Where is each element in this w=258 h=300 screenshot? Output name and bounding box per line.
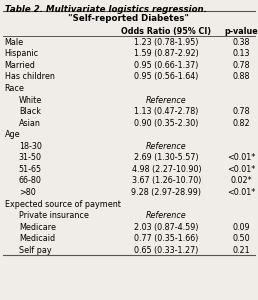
- Text: 51-65: 51-65: [19, 165, 42, 174]
- Text: 1.59 (0.87-2.92): 1.59 (0.87-2.92): [134, 50, 199, 58]
- Text: 2.69 (1.30-5.57): 2.69 (1.30-5.57): [134, 153, 199, 162]
- Text: Reference: Reference: [146, 96, 187, 105]
- Text: Male: Male: [5, 38, 24, 47]
- Text: White: White: [19, 96, 42, 105]
- Text: Private insurance: Private insurance: [19, 211, 89, 220]
- Text: 0.13: 0.13: [232, 50, 250, 58]
- Text: <0.01*: <0.01*: [227, 188, 255, 197]
- Text: Age: Age: [5, 130, 20, 139]
- Text: Table 2. Multivariate logistics regression.: Table 2. Multivariate logistics regressi…: [5, 5, 206, 14]
- Text: <0.01*: <0.01*: [227, 165, 255, 174]
- Text: 1.13 (0.47-2.78): 1.13 (0.47-2.78): [134, 107, 199, 116]
- Text: 0.78: 0.78: [232, 107, 250, 116]
- Text: Hispanic: Hispanic: [5, 50, 39, 58]
- Text: 0.95 (0.66-1.37): 0.95 (0.66-1.37): [134, 61, 199, 70]
- Text: p-value: p-value: [224, 26, 258, 35]
- Text: 1.23 (0.78-1.95): 1.23 (0.78-1.95): [134, 38, 199, 47]
- Text: Self pay: Self pay: [19, 246, 51, 255]
- Text: 3.67 (1.26-10.70): 3.67 (1.26-10.70): [132, 176, 201, 185]
- Text: Race: Race: [5, 84, 25, 93]
- Text: Black: Black: [19, 107, 41, 116]
- Text: 0.78: 0.78: [232, 61, 250, 70]
- Text: 31-50: 31-50: [19, 153, 42, 162]
- Text: Expected source of payment: Expected source of payment: [5, 200, 120, 208]
- Text: 0.65 (0.33-1.27): 0.65 (0.33-1.27): [134, 246, 199, 255]
- Text: 0.50: 0.50: [232, 234, 250, 243]
- Text: 9.28 (2.97-28.99): 9.28 (2.97-28.99): [131, 188, 201, 197]
- Text: Asian: Asian: [19, 119, 41, 128]
- Text: Reference: Reference: [146, 142, 187, 151]
- Text: 0.38: 0.38: [232, 38, 250, 47]
- Text: 0.95 (0.56-1.64): 0.95 (0.56-1.64): [134, 73, 199, 82]
- Text: 2.03 (0.87-4.59): 2.03 (0.87-4.59): [134, 223, 199, 232]
- Text: 0.90 (0.35-2.30): 0.90 (0.35-2.30): [134, 119, 199, 128]
- Text: >80: >80: [19, 188, 36, 197]
- Text: 0.21: 0.21: [232, 246, 250, 255]
- Text: 4.98 (2.27-10.90): 4.98 (2.27-10.90): [132, 165, 201, 174]
- Text: 0.82: 0.82: [232, 119, 250, 128]
- Text: 0.09: 0.09: [232, 223, 250, 232]
- Text: Odds Ratio (95% CI): Odds Ratio (95% CI): [121, 26, 212, 35]
- Text: Married: Married: [5, 61, 36, 70]
- Text: 0.77 (0.35-1.66): 0.77 (0.35-1.66): [134, 234, 199, 243]
- Text: 18-30: 18-30: [19, 142, 42, 151]
- Text: Reference: Reference: [146, 211, 187, 220]
- Text: <0.01*: <0.01*: [227, 153, 255, 162]
- Text: Medicaid: Medicaid: [19, 234, 55, 243]
- Text: Has children: Has children: [5, 73, 54, 82]
- Text: 66-80: 66-80: [19, 176, 42, 185]
- Text: "Self-reported Diabetes": "Self-reported Diabetes": [69, 14, 189, 23]
- Text: 0.88: 0.88: [232, 73, 250, 82]
- Text: 0.02*: 0.02*: [230, 176, 252, 185]
- Text: Medicare: Medicare: [19, 223, 56, 232]
